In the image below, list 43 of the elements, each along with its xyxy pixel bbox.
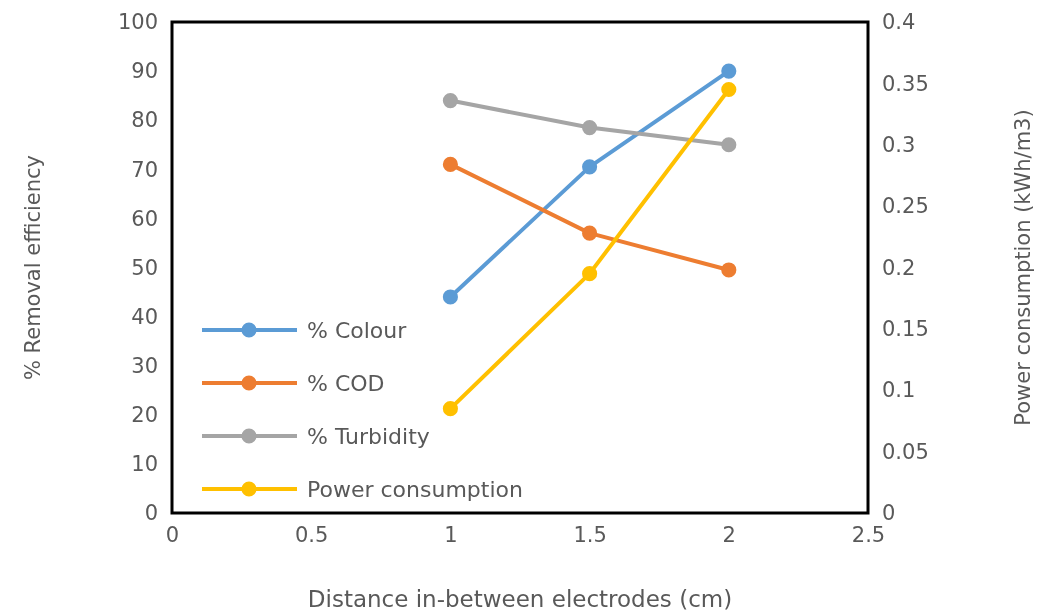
y2-tick-label: 0.3 — [882, 132, 916, 157]
y-axis-title: % Removal efficiency — [21, 154, 45, 381]
point — [442, 156, 458, 172]
point — [582, 225, 598, 241]
y2-tick-label: 0.15 — [882, 317, 929, 342]
point — [582, 159, 598, 175]
point — [582, 266, 598, 282]
x-axis-title: Distance in-between electrodes (cm) — [307, 586, 733, 612]
y2-tick-label: 0.2 — [882, 255, 916, 280]
y-tick-label: 0 — [144, 501, 158, 526]
point — [721, 81, 737, 98]
y-tick-label: 50 — [131, 255, 158, 280]
legend-label: % Colour — [307, 317, 408, 343]
y-tick-label: 100 — [117, 10, 158, 35]
point — [442, 289, 458, 305]
point — [721, 262, 737, 278]
x-tick-label: 2 — [722, 522, 736, 547]
point — [442, 93, 458, 109]
y2-tick-label: 0.1 — [882, 378, 916, 403]
point — [442, 401, 458, 417]
y-tick-label: 60 — [131, 206, 158, 231]
legend-label: % Turbidity — [307, 423, 430, 449]
x-tick-label: 0 — [165, 522, 180, 547]
legend-label: Power consumption — [307, 476, 523, 502]
point — [721, 63, 737, 79]
y-tick-label: 90 — [131, 59, 158, 84]
point — [582, 120, 598, 136]
y-tick-label: 30 — [131, 353, 158, 378]
y2-tick-label: 0.25 — [882, 194, 929, 219]
y-tick-label: 80 — [131, 108, 158, 133]
x-tick-label: 0.5 — [295, 522, 329, 547]
y2-tick-label: 0.05 — [882, 439, 929, 464]
y-tick-label: 20 — [131, 403, 158, 428]
y2-axis-title: Power consumption (kWh/m3) — [1011, 109, 1035, 426]
y2-tick-label: 0.35 — [882, 71, 929, 96]
y-tick-label: 40 — [131, 304, 158, 329]
legend-label: % COD — [307, 370, 385, 396]
x-tick-label: 1 — [444, 522, 458, 547]
x-tick-label: 1.5 — [573, 522, 607, 547]
point — [721, 137, 737, 153]
y-tick-label: 70 — [131, 157, 158, 182]
y2-tick-label: 0.4 — [882, 10, 916, 35]
y-tick-label: 10 — [131, 452, 158, 477]
